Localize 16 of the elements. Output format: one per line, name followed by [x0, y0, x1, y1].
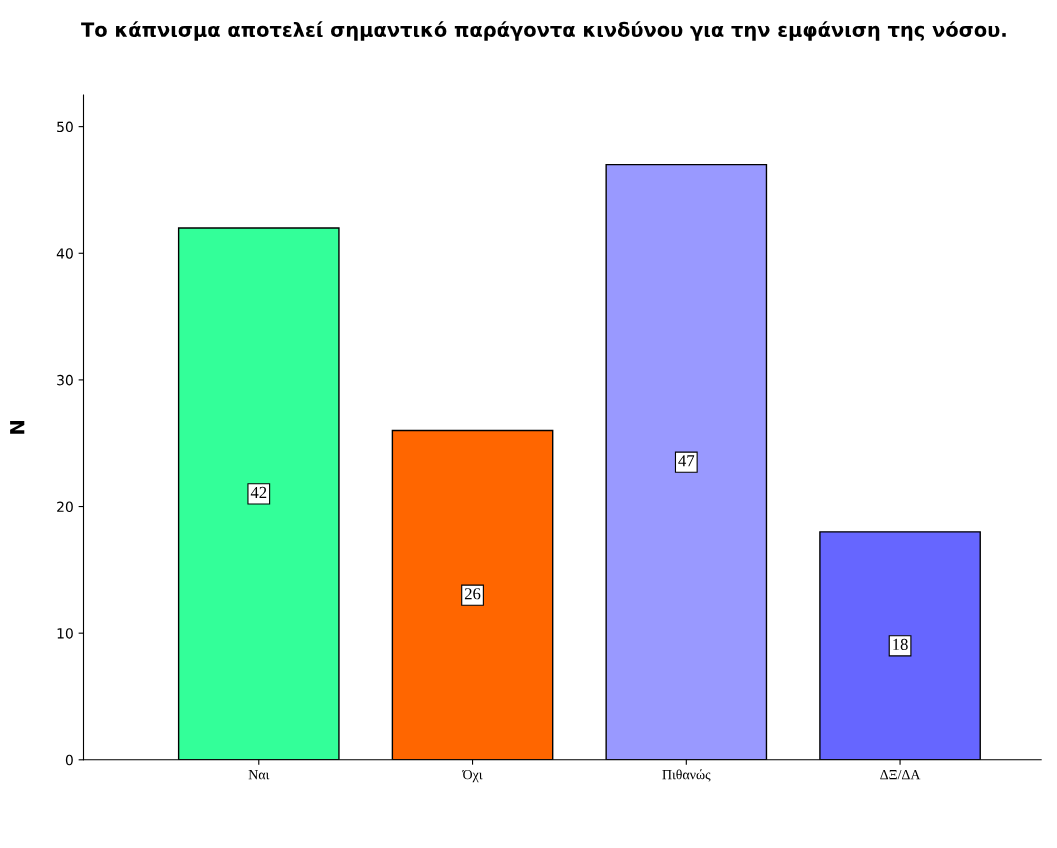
x-tick-label: Ναι [248, 770, 270, 780]
x-tick-label: ΔΞ/ΔΑ [880, 770, 921, 780]
y-tick-label: 50 [57, 121, 73, 133]
x-tick-label: Όχι [462, 769, 483, 783]
y-tick-label: 30 [57, 374, 73, 386]
data-label: 47 [678, 455, 695, 467]
y-tick-label: 40 [56, 248, 73, 259]
data-label: 42 [250, 486, 267, 498]
y-axis-title: N [10, 421, 25, 434]
data-label: 26 [464, 588, 481, 600]
data-label: 18 [893, 638, 908, 651]
x-tick-label: Πιθανώς [662, 769, 711, 782]
y-tick-label: 10 [57, 628, 73, 639]
chart-title: Το κάπνισμα αποτελεί σημαντικό παράγοντα κινδύνου για την εμφάνιση της νόσου. [81, 21, 1006, 41]
y-tick-label: 20 [57, 501, 73, 513]
y-tick-label: 0 [65, 754, 73, 766]
